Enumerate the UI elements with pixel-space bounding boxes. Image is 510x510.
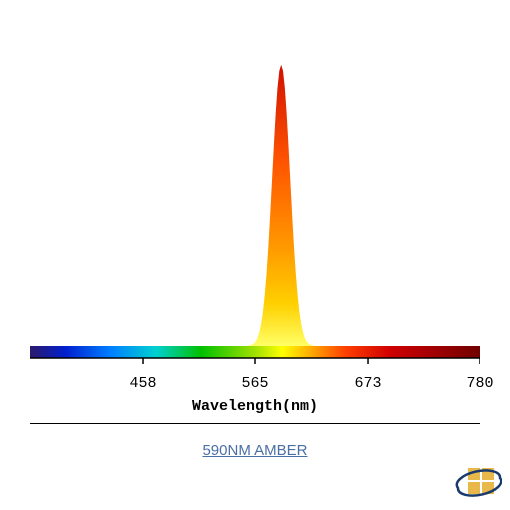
brand-logo <box>454 462 502 502</box>
x-tick-label: 565 <box>241 375 268 392</box>
x-tick-label: 780 <box>466 375 493 392</box>
x-tick-labels: 458565673780 <box>30 375 480 395</box>
x-axis-label: Wavelength(nm) <box>0 398 510 415</box>
caption-divider <box>30 423 480 424</box>
x-tick-label: 458 <box>130 375 157 392</box>
spectrum-chart <box>30 40 480 370</box>
x-tick-label: 673 <box>355 375 382 392</box>
chart-caption: 590NM AMBER <box>0 442 510 459</box>
spectrum-plot <box>30 40 480 370</box>
